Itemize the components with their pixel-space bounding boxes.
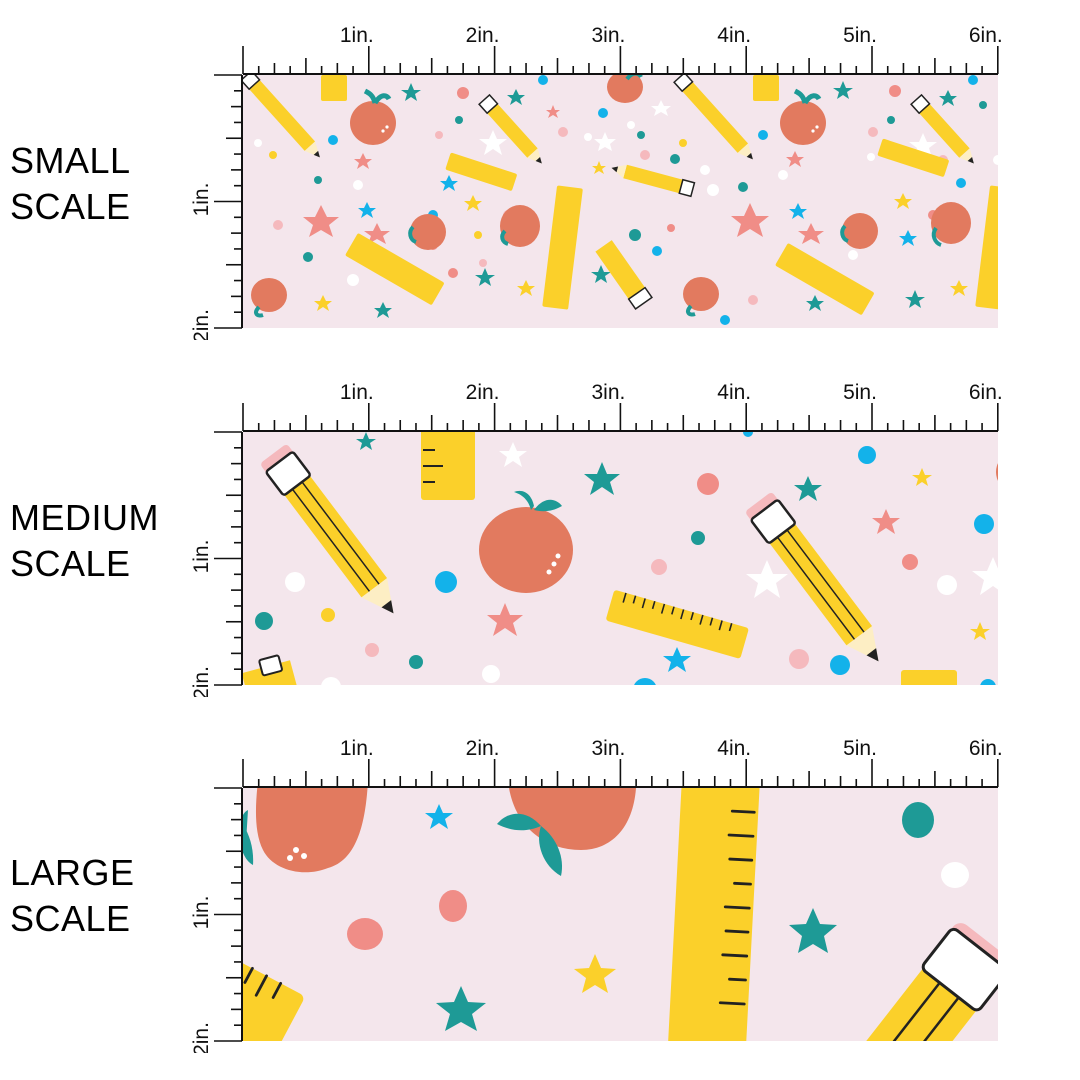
ruler-side-label: 2in. [190, 1022, 213, 1053]
ruler-top-label: 4in. [717, 24, 751, 47]
ruler-top-label: 3in. [591, 381, 625, 404]
ruler-top-label: 1in. [340, 24, 374, 47]
ruler-top-label: 5in. [843, 24, 877, 47]
small-scale-label-line1: SMALL [10, 140, 131, 181]
medium-scale-ruler: 1in. 2in. 3in. 4in. 5in. 6in. 1in. 2in. [0, 357, 1080, 697]
small-scale-ruler: 1in. 2in. 3in. 4in. 5in. 6in. 1in. 2in. [0, 0, 1080, 340]
large-scale-ruler: 1in. 2in. 3in. 4in. 5in. 6in. 1in. 2in. [0, 713, 1080, 1053]
ruler-side-label: 2in. [190, 666, 213, 697]
ruler-top-label: 1in. [340, 381, 374, 404]
ruler-side-label: 1in. [190, 540, 213, 574]
ruler-top-label: 6in. [969, 24, 1003, 47]
ruler-top-label: 6in. [969, 381, 1003, 404]
ruler-side-label: 1in. [190, 896, 213, 930]
ruler-top-label: 1in. [340, 737, 374, 760]
ruler-top-label: 2in. [466, 737, 500, 760]
medium-scale-label: MEDIUM SCALE [10, 495, 159, 587]
medium-scale-label-line2: SCALE [10, 543, 131, 584]
ruler-top-label: 2in. [466, 24, 500, 47]
ruler-top-label: 3in. [591, 24, 625, 47]
fabric-pattern-medium [243, 432, 998, 685]
ruler-ticks: 1in. 2in. 3in. 4in. 5in. 6in. 1in. 2in. [190, 24, 1003, 340]
ruler-top-label: 2in. [466, 381, 500, 404]
small-scale-fabric-swatch [243, 75, 998, 328]
ruler-top-label: 5in. [843, 381, 877, 404]
ruler-top-label: 4in. [717, 737, 751, 760]
ruler-top-label: 3in. [591, 737, 625, 760]
small-scale-label-line2: SCALE [10, 186, 131, 227]
ruler-ticks: 1in. 2in. 3in. 4in. 5in. 6in. 1in. 2in. [190, 381, 1003, 697]
fabric-pattern-large [243, 788, 998, 1041]
ruler-side-label: 2in. [190, 309, 213, 340]
ruler-top-label: 6in. [969, 737, 1003, 760]
medium-scale-label-line1: MEDIUM [10, 497, 159, 538]
fabric-pattern-small [243, 75, 998, 328]
ruler-top-label: 5in. [843, 737, 877, 760]
large-scale-label: LARGE SCALE [10, 850, 135, 942]
large-scale-label-line2: SCALE [10, 898, 131, 939]
large-scale-fabric-swatch [243, 788, 998, 1041]
ruler-side-label: 1in. [190, 183, 213, 217]
ruler-ticks: 1in. 2in. 3in. 4in. 5in. 6in. 1in. 2in. [190, 737, 1003, 1053]
medium-scale-fabric-swatch [243, 432, 998, 685]
ruler-top-label: 4in. [717, 381, 751, 404]
large-scale-label-line1: LARGE [10, 852, 135, 893]
small-scale-label: SMALL SCALE [10, 138, 131, 230]
